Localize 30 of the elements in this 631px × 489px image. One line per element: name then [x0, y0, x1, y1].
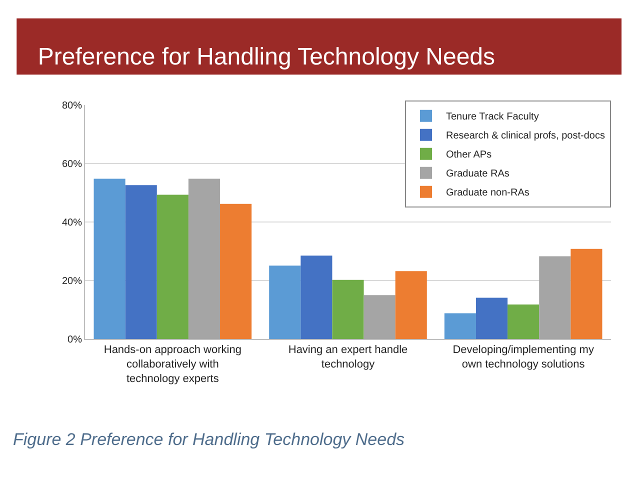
x-tick-label: Hands-on approach working collaboratively with technology experts: [104, 344, 242, 385]
bar: [188, 178, 220, 339]
legend-label: Graduate non-RAs: [446, 188, 530, 199]
y-tick-label: 20%: [62, 276, 82, 287]
x-tick-label: Developing/implementing my own technology solutions: [452, 344, 594, 370]
bar: [476, 298, 508, 339]
y-tick-label: 60%: [62, 159, 82, 170]
y-tick-label: 80%: [62, 100, 82, 112]
y-tick-label: 40%: [62, 218, 82, 228]
bar: [220, 204, 252, 339]
chart-title: Preference for Handling Technology Needs: [38, 44, 496, 71]
bar: [332, 280, 364, 339]
bar: [364, 295, 396, 339]
legend-label: Graduate RAs: [446, 168, 510, 180]
bar: [570, 248, 602, 339]
legend-label: Other APs: [446, 150, 492, 161]
bar: [444, 313, 476, 339]
legend-label: Tenure Track Faculty: [446, 112, 539, 123]
bar: [300, 256, 332, 339]
bar: [508, 304, 540, 339]
bar: [125, 185, 157, 339]
bar: [156, 194, 188, 339]
bar: [269, 266, 301, 339]
bar: [94, 178, 126, 339]
x-tick-label: Having an expert handle technology: [288, 344, 408, 370]
y-tick-label: 0%: [68, 334, 82, 346]
legend-label: Research & clinical profs, post-docs: [446, 130, 605, 142]
bar: [395, 271, 427, 339]
bar: [539, 256, 571, 339]
caption: Figure 2 Preference for Handling Technology Needs: [13, 430, 406, 449]
